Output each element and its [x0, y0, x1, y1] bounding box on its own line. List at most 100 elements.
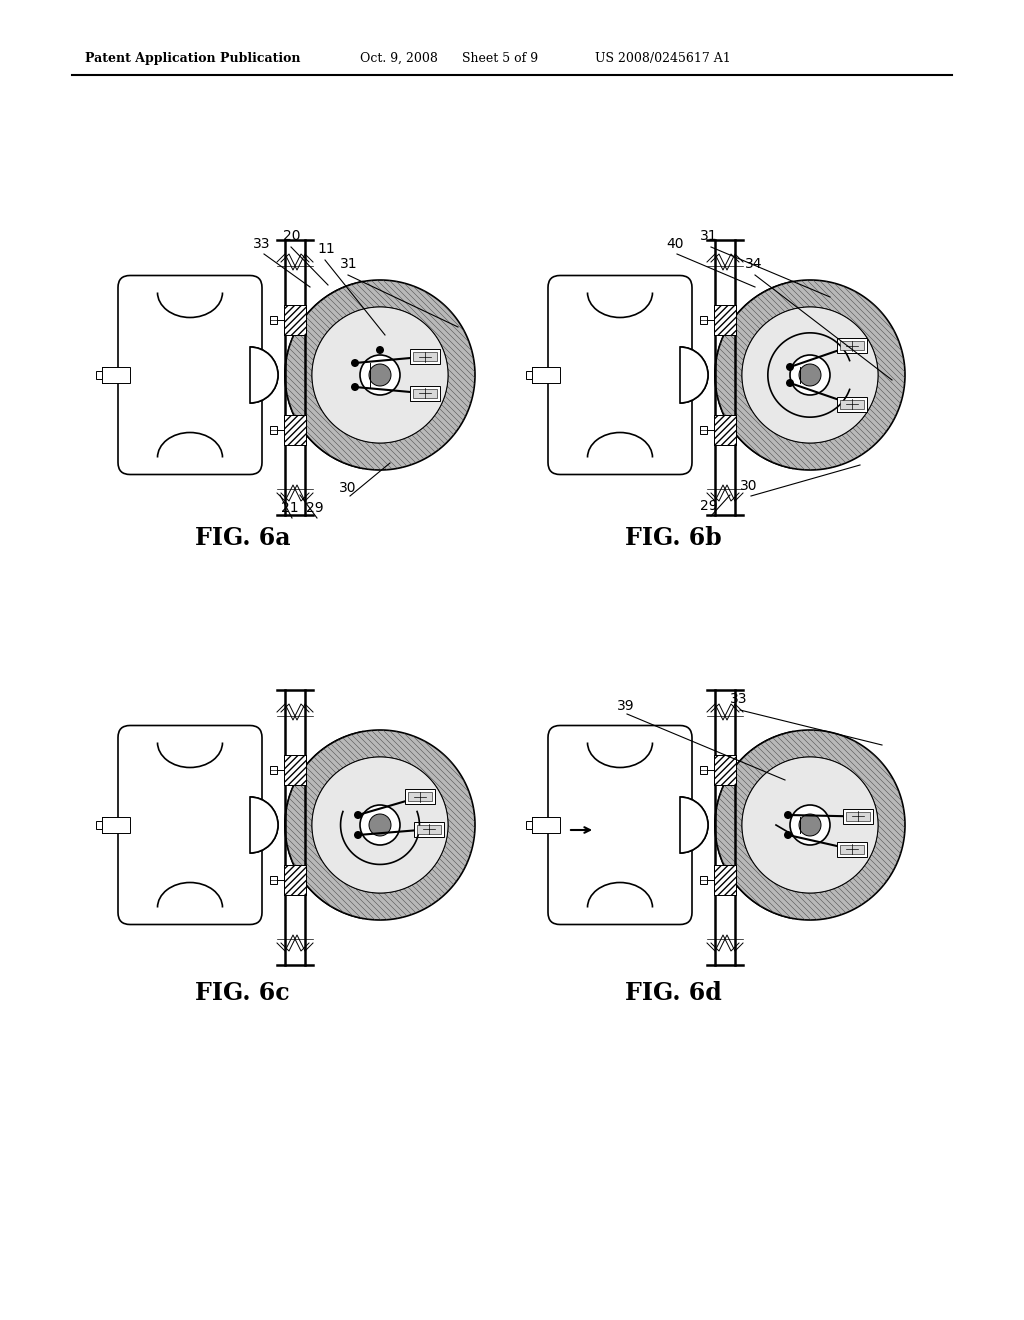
Text: 31: 31: [700, 228, 718, 243]
Text: Sheet 5 of 9: Sheet 5 of 9: [462, 51, 539, 65]
Circle shape: [790, 355, 830, 395]
Bar: [526, 371, 532, 379]
Bar: [414, 822, 443, 837]
Bar: [406, 789, 435, 804]
Bar: [700, 426, 707, 434]
Circle shape: [784, 832, 792, 840]
Circle shape: [786, 379, 794, 387]
Text: 29: 29: [700, 499, 718, 513]
Bar: [837, 397, 866, 412]
Circle shape: [369, 364, 391, 385]
Bar: [411, 385, 440, 401]
Bar: [417, 825, 440, 834]
Text: 30: 30: [740, 479, 758, 492]
Bar: [840, 342, 864, 350]
Text: 30: 30: [339, 480, 356, 495]
Bar: [270, 876, 278, 884]
Circle shape: [784, 810, 792, 818]
Polygon shape: [312, 308, 449, 444]
Bar: [837, 338, 866, 354]
Text: 33: 33: [730, 692, 748, 706]
Polygon shape: [715, 730, 905, 920]
Bar: [284, 414, 306, 445]
Text: 34: 34: [745, 257, 763, 271]
Bar: [284, 305, 306, 335]
Bar: [411, 350, 440, 364]
FancyBboxPatch shape: [118, 276, 262, 474]
Bar: [96, 371, 102, 379]
Text: Oct. 9, 2008: Oct. 9, 2008: [360, 51, 438, 65]
FancyBboxPatch shape: [548, 726, 692, 924]
Polygon shape: [312, 756, 449, 894]
Circle shape: [354, 832, 362, 840]
Polygon shape: [285, 280, 475, 470]
Bar: [414, 389, 437, 397]
Bar: [714, 755, 736, 785]
Bar: [284, 755, 306, 785]
Circle shape: [369, 814, 391, 836]
Bar: [714, 755, 736, 785]
Bar: [409, 792, 432, 801]
Circle shape: [376, 346, 384, 354]
Bar: [102, 817, 130, 833]
Wedge shape: [680, 797, 708, 853]
Bar: [270, 426, 278, 434]
Text: 31: 31: [340, 257, 357, 271]
Circle shape: [360, 355, 400, 395]
Bar: [102, 367, 130, 383]
Circle shape: [786, 363, 794, 371]
Polygon shape: [742, 756, 878, 894]
Polygon shape: [312, 308, 449, 444]
Bar: [96, 821, 102, 829]
Bar: [714, 865, 736, 895]
Bar: [714, 865, 736, 895]
Bar: [714, 305, 736, 335]
Bar: [270, 766, 278, 774]
Circle shape: [351, 359, 359, 367]
FancyBboxPatch shape: [548, 276, 692, 474]
Bar: [532, 817, 560, 833]
Wedge shape: [680, 347, 708, 403]
Bar: [284, 865, 306, 895]
Polygon shape: [742, 308, 878, 444]
Text: 39: 39: [617, 700, 635, 713]
FancyBboxPatch shape: [118, 726, 262, 924]
Text: 11: 11: [317, 242, 335, 256]
Bar: [843, 809, 873, 824]
Circle shape: [354, 810, 362, 818]
Bar: [841, 845, 864, 854]
Bar: [700, 315, 707, 323]
Bar: [526, 821, 532, 829]
Polygon shape: [742, 308, 878, 444]
Bar: [838, 842, 867, 857]
Bar: [714, 414, 736, 445]
Text: 33: 33: [253, 238, 270, 251]
Polygon shape: [715, 280, 905, 470]
Polygon shape: [742, 756, 878, 894]
Circle shape: [360, 805, 400, 845]
Bar: [284, 305, 306, 335]
Text: 29: 29: [306, 502, 324, 515]
Bar: [284, 414, 306, 445]
Text: Patent Application Publication: Patent Application Publication: [85, 51, 300, 65]
Text: FIG. 6a: FIG. 6a: [195, 525, 291, 550]
Polygon shape: [312, 756, 449, 894]
Bar: [714, 414, 736, 445]
Bar: [284, 755, 306, 785]
Circle shape: [799, 364, 821, 385]
Circle shape: [799, 814, 821, 836]
Bar: [270, 315, 278, 323]
Text: FIG. 6d: FIG. 6d: [625, 981, 722, 1005]
Wedge shape: [250, 797, 278, 853]
Text: FIG. 6b: FIG. 6b: [625, 525, 722, 550]
Bar: [700, 876, 707, 884]
Wedge shape: [250, 347, 278, 403]
Bar: [714, 305, 736, 335]
Bar: [414, 352, 437, 362]
Text: US 2008/0245617 A1: US 2008/0245617 A1: [595, 51, 731, 65]
Bar: [532, 367, 560, 383]
Bar: [846, 812, 870, 821]
Circle shape: [351, 383, 359, 391]
Polygon shape: [285, 730, 475, 920]
Bar: [700, 766, 707, 774]
